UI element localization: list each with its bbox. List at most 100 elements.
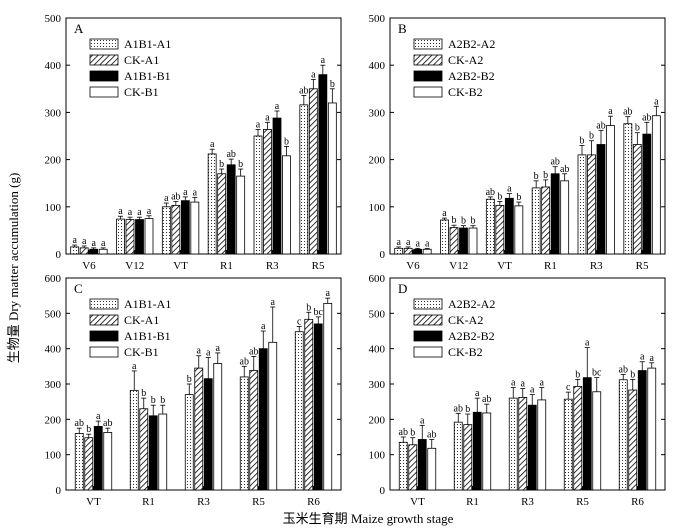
plot-frame <box>65 17 342 255</box>
significance-label: a <box>147 206 152 217</box>
bar <box>213 363 223 491</box>
x-tick-label: R6 <box>307 496 320 508</box>
significance-label: b <box>635 123 640 134</box>
significance-label: ab <box>550 157 559 168</box>
significance-label: ab <box>560 164 569 175</box>
x-tick-label: VT <box>497 260 512 272</box>
legend-label: A2B2-A2 <box>448 37 495 51</box>
legend-label: CK-A1 <box>124 53 159 67</box>
significance-label: a <box>415 238 420 249</box>
bar <box>463 424 473 491</box>
y-tick-label: 600 <box>45 273 62 285</box>
y-tick-label: 300 <box>369 379 386 391</box>
bar <box>518 397 528 491</box>
y-tick-label: 300 <box>45 107 62 119</box>
bar <box>596 144 606 255</box>
legend-label: CK-A1 <box>124 313 159 327</box>
significance-label: ab <box>427 429 436 440</box>
legend-label: A1B1-B1 <box>124 329 171 343</box>
significance-label: ab <box>454 403 463 414</box>
x-tick-label: R6 <box>631 496 644 508</box>
bar <box>531 187 541 255</box>
bar <box>236 175 246 255</box>
significance-label: ab <box>642 112 651 123</box>
legend-swatch <box>413 38 443 50</box>
significance-label: a <box>193 187 198 198</box>
significance-label: a <box>425 238 430 249</box>
y-tick-label: 100 <box>369 202 386 214</box>
bar <box>158 413 168 491</box>
bar <box>577 154 587 255</box>
significance-label: b <box>306 302 311 313</box>
legend-label: CK-A2 <box>448 53 483 67</box>
y-tick-label: 500 <box>369 308 386 320</box>
bar <box>258 348 268 491</box>
bar <box>308 88 318 255</box>
significance-label: ab <box>486 187 495 198</box>
x-tick-label: V6 <box>82 260 96 272</box>
significance-label: b <box>187 374 192 385</box>
legend-swatch <box>413 330 443 342</box>
significance-label: a <box>256 119 261 130</box>
legend-swatch <box>413 86 443 98</box>
bar <box>637 370 647 491</box>
x-tick-label: R1 <box>142 496 155 508</box>
y-tick-label: 100 <box>369 450 386 462</box>
significance-label: a <box>507 184 512 195</box>
bar <box>582 377 592 491</box>
bar <box>541 186 551 255</box>
bar <box>560 180 570 255</box>
significance-label: ab <box>240 356 249 367</box>
panel-label-b: B <box>398 21 407 36</box>
legend-swatch <box>89 86 119 98</box>
bar <box>184 394 194 491</box>
y-tick-label: 200 <box>369 414 386 426</box>
bar <box>647 367 657 491</box>
significance-label: b <box>465 404 470 415</box>
y-tick-label: 200 <box>45 414 62 426</box>
significance-label: ab <box>299 85 308 96</box>
significance-label: a <box>183 187 188 198</box>
x-tick-label: R1 <box>466 496 479 508</box>
significance-label: a <box>206 348 211 359</box>
bar <box>253 135 263 255</box>
legend-label: A2B2-A2 <box>448 297 495 311</box>
y-tick-label: 0 <box>380 485 386 497</box>
significance-label: a <box>321 55 326 66</box>
y-axis-title: 生物量 Dry matter accumulation (g) <box>6 173 21 364</box>
plot-frame <box>389 17 666 255</box>
y-tick-label: 300 <box>369 107 386 119</box>
bar <box>161 206 171 255</box>
bar <box>459 227 468 255</box>
y-tick-label: 100 <box>45 450 62 462</box>
bar <box>180 200 190 255</box>
bar <box>74 433 84 491</box>
significance-label: a <box>326 288 331 299</box>
legend-swatch <box>89 330 119 342</box>
legend-swatch <box>89 54 119 66</box>
legend: A2B2-A2 CK-A2 A2B2-B2 CK-B2 <box>413 37 495 99</box>
significance-label: a <box>91 238 96 249</box>
x-tick-label: R3 <box>521 496 534 508</box>
significance-label: a <box>101 238 106 249</box>
bar <box>440 219 449 255</box>
significance-label: c <box>566 382 571 393</box>
significance-label: bc <box>592 368 602 379</box>
x-tick-label: R3 <box>197 496 210 508</box>
bar <box>413 248 423 255</box>
significance-label: a <box>650 353 655 364</box>
bar <box>129 389 139 491</box>
legend-swatch <box>413 54 443 66</box>
x-tick-label: R5 <box>576 496 589 508</box>
bar <box>422 248 432 255</box>
bar <box>408 444 418 491</box>
y-tick-label: 400 <box>369 60 386 72</box>
significance-label: b <box>410 428 415 439</box>
bar <box>632 144 642 255</box>
significance-label: a <box>511 378 516 389</box>
bar <box>89 248 99 255</box>
bar <box>508 397 518 491</box>
significance-label: a <box>197 346 202 357</box>
significance-label: ab <box>75 418 84 429</box>
